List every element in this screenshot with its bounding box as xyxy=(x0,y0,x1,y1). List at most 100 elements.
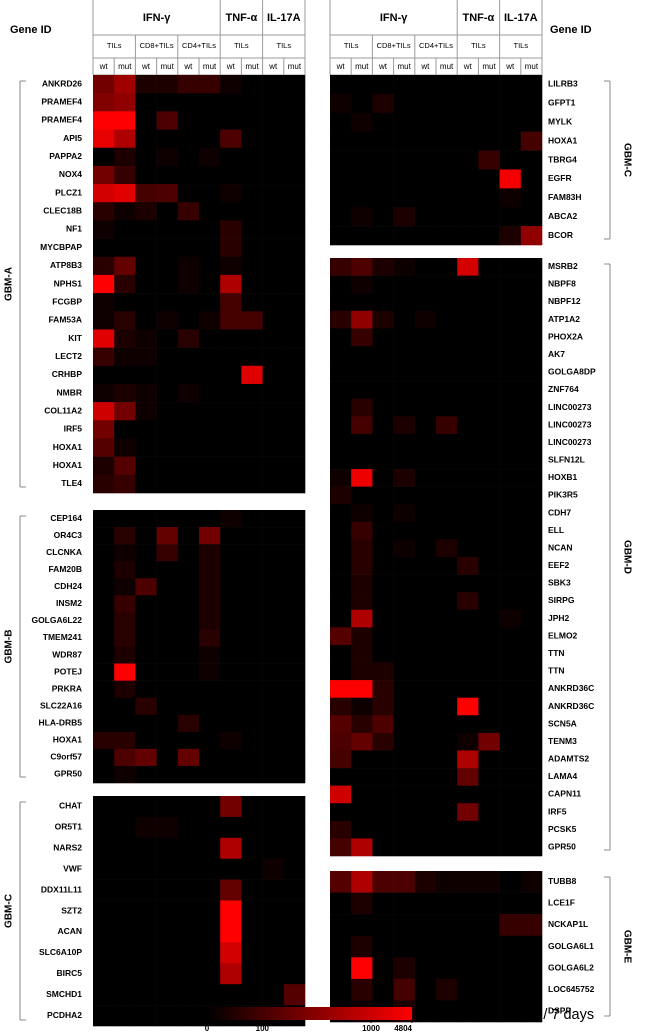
heatmap-cell xyxy=(135,796,157,818)
heatmap-cell xyxy=(478,1000,500,1023)
heatmap-cell xyxy=(372,662,394,681)
column-label: wt xyxy=(336,62,346,71)
heatmap-cell xyxy=(283,147,306,167)
heatmap-cell xyxy=(499,93,522,114)
heatmap-cell xyxy=(457,1000,479,1023)
heatmap-cell xyxy=(93,474,115,494)
heatmap-cell xyxy=(414,662,437,681)
heatmap-cell xyxy=(283,858,306,880)
heatmap-cell xyxy=(478,416,500,435)
heatmap-cell xyxy=(135,544,157,562)
heatmap-cell xyxy=(372,785,394,804)
heatmap-cell xyxy=(93,561,115,579)
heatmap-cell xyxy=(351,609,373,628)
heatmap-cell xyxy=(93,612,115,630)
heatmap-cell xyxy=(351,592,373,611)
heatmap-cell xyxy=(414,644,437,663)
heatmap-cell xyxy=(351,914,373,937)
heatmap-cell xyxy=(351,557,373,575)
heatmap-cell xyxy=(457,398,479,417)
heatmap-cell xyxy=(135,697,157,716)
heatmap-cell xyxy=(393,451,416,470)
heatmap-cell xyxy=(457,345,479,364)
heatmap-cell xyxy=(156,129,179,148)
heatmap-cell xyxy=(393,892,416,915)
column-label: wt xyxy=(226,62,236,71)
heatmap-cell xyxy=(372,451,394,470)
heatmap-cell xyxy=(135,629,157,647)
heatmap-cell xyxy=(93,680,115,698)
heatmap-cell xyxy=(436,207,458,227)
heatmap-cell xyxy=(393,521,416,540)
heatmap-cell xyxy=(241,256,263,276)
gene-label: HOXA1 xyxy=(53,460,83,470)
heatmap-cell xyxy=(372,226,394,246)
gene-label: LOC645752 xyxy=(548,984,595,994)
heatmap-cell xyxy=(135,858,157,880)
heatmap-cell xyxy=(330,433,352,452)
heatmap-cell xyxy=(372,539,394,558)
heatmap-cell xyxy=(414,539,437,558)
heatmap-cell xyxy=(199,402,221,421)
heatmap-cell xyxy=(457,328,479,347)
heatmap-cell xyxy=(414,627,437,646)
heatmap-cell xyxy=(414,504,437,523)
heatmap-cell xyxy=(262,456,285,476)
heatmap-cell xyxy=(330,768,352,786)
heatmap-cell xyxy=(351,131,373,151)
gene-label: NPHS1 xyxy=(54,278,83,288)
gene-label: GPR50 xyxy=(54,769,82,779)
heatmap-cell xyxy=(114,365,136,385)
gene-label: JPH2 xyxy=(548,613,570,623)
heatmap-cell xyxy=(114,111,136,130)
heatmap-cell xyxy=(436,112,458,132)
heatmap-cell xyxy=(241,561,263,579)
heatmap-cell xyxy=(156,963,179,985)
gene-label: KIT xyxy=(68,333,83,343)
heatmap-cell xyxy=(436,644,458,663)
heatmap-cell xyxy=(114,984,136,1006)
heatmap-cell xyxy=(156,663,179,681)
heatmap-cell xyxy=(220,984,242,1006)
heatmap-cell xyxy=(372,592,394,611)
heatmap-cell xyxy=(414,803,437,822)
heatmap-cell xyxy=(330,838,352,857)
heatmap-cell xyxy=(220,731,242,750)
heatmap-cell xyxy=(414,451,437,470)
heatmap-cell xyxy=(241,456,263,476)
heatmap-cell xyxy=(283,456,306,476)
heatmap-cell xyxy=(220,329,242,348)
heatmap-cell xyxy=(393,957,416,980)
heatmap-cell xyxy=(330,644,352,663)
heatmap-cell xyxy=(499,504,522,523)
heatmap-cell xyxy=(241,900,263,922)
heatmap-cell xyxy=(330,226,352,246)
heatmap-cell xyxy=(393,785,416,804)
heatmap-cell xyxy=(241,921,263,943)
heatmap-cell xyxy=(520,131,543,151)
colorbar-tick-label: 100 xyxy=(256,1024,270,1033)
heatmap-cell xyxy=(457,871,479,893)
gene-label: ELMO2 xyxy=(548,630,578,640)
heatmap-cell xyxy=(414,574,437,593)
heatmap-cell xyxy=(262,311,285,330)
heatmap-cell xyxy=(283,238,306,258)
heatmap-cell xyxy=(114,527,136,545)
heatmap-cell xyxy=(199,714,221,733)
heatmap-cell xyxy=(199,165,221,185)
heatmap-cell xyxy=(351,188,373,208)
heatmap-cell xyxy=(414,112,437,132)
heatmap-cell xyxy=(478,486,500,505)
heatmap-cell xyxy=(135,220,157,239)
heatmap-cell xyxy=(330,521,352,540)
heatmap-cell xyxy=(135,365,157,385)
heatmap-cell xyxy=(414,820,437,839)
group-label: IFN-γ xyxy=(143,12,171,24)
heatmap-cell xyxy=(436,935,458,958)
heatmap-cell xyxy=(478,892,500,915)
heatmap-cell xyxy=(520,169,543,189)
heatmap-cell xyxy=(457,785,479,804)
heatmap-cell xyxy=(436,363,458,382)
heatmap-cell xyxy=(478,768,500,786)
heatmap-cell xyxy=(262,646,285,664)
